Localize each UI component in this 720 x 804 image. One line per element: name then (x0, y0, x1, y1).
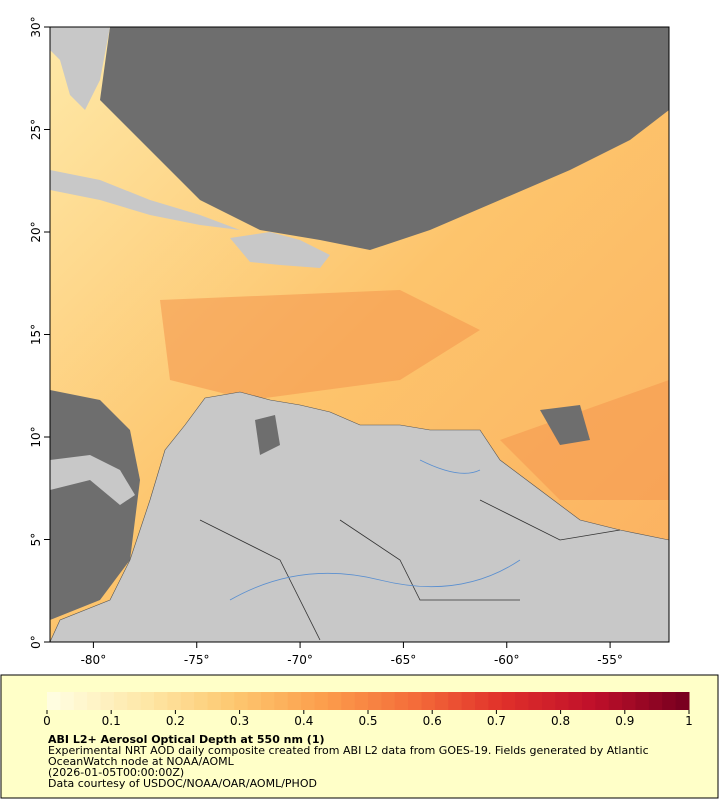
x-tick-label: -55° (597, 653, 623, 667)
colorbar-cell (368, 692, 382, 710)
colorbar-cell (194, 692, 208, 710)
colorbar-cell (501, 692, 516, 710)
y-tick-label: 30° (29, 16, 43, 37)
colorbar-cell (60, 692, 75, 710)
colorbar-tick-label: 0.2 (166, 714, 185, 728)
no-data (50, 390, 140, 620)
colorbar-cell (87, 692, 101, 710)
colorbar-cell (247, 692, 262, 710)
y-tick-label: 5° (29, 533, 43, 547)
colorbar-cell (73, 692, 88, 710)
land (230, 232, 330, 268)
colorbar-cell (113, 692, 128, 710)
colorbar-tick-label: 0.4 (294, 714, 313, 728)
colorbar-tick-label: 0.7 (487, 714, 506, 728)
colorbar-cell (274, 692, 289, 710)
colorbar-cell (287, 692, 302, 710)
colorbar-cell (47, 692, 61, 710)
land (50, 391, 669, 642)
colorbar-tick-label: 0.8 (551, 714, 570, 728)
colorbar-cell (515, 692, 529, 710)
x-tick-label: -75° (184, 653, 210, 667)
colorbar-tick-label: 0.6 (423, 714, 442, 728)
colorbar-cell (434, 692, 449, 710)
colorbar-tick-label: 0.5 (358, 714, 377, 728)
colorbar-cell (167, 692, 182, 710)
caption-line: Experimental NRT AOD daily composite cre… (48, 744, 649, 757)
colorbar-cell (541, 692, 556, 710)
colorbar-cell (421, 692, 436, 710)
x-tick-label: -65° (391, 653, 417, 667)
y-tick-label: 0° (29, 635, 43, 649)
caption-line: OceanWatch node at NOAA/AOML (48, 755, 235, 768)
colorbar-tick-label: 0.1 (102, 714, 121, 728)
land (50, 455, 135, 505)
colorbar-cell (488, 692, 503, 710)
colorbar-cell (100, 692, 115, 710)
colorbar-cell (314, 692, 329, 710)
caption-title: ABI L2+ Aerosol Optical Depth at 550 nm … (48, 733, 325, 746)
river (229, 459, 521, 601)
colorbar-cell (461, 692, 476, 710)
border (199, 499, 621, 641)
no-data (540, 405, 590, 445)
y-tick-label: 10° (29, 426, 43, 447)
colorbar-cell (207, 692, 222, 710)
colorbar-cell (140, 692, 155, 710)
map-area (50, 27, 669, 642)
colorbar-cell (568, 692, 583, 710)
colorbar-cell (475, 692, 489, 710)
y-tick-label: 15° (29, 324, 43, 345)
land (50, 170, 240, 230)
colorbar-cell (261, 692, 275, 710)
colorbar-cell (675, 692, 690, 710)
y-tick-label: 25° (29, 119, 43, 140)
lake (255, 415, 280, 455)
x-tick-label: -70° (287, 653, 313, 667)
caption-line: Data courtesy of USDOC/NOAA/OAR/AOML/PHO… (48, 777, 317, 790)
colorbar-cell (608, 692, 623, 710)
colorbar-cell (381, 692, 396, 710)
colorbar-cell (648, 692, 663, 710)
colorbar-cell (301, 692, 315, 710)
colorbar-cell (394, 692, 409, 710)
x-tick-label: -60° (494, 653, 520, 667)
colorbar-cell (555, 692, 570, 710)
colorbar-cell (127, 692, 142, 710)
colorbar-cell (528, 692, 543, 710)
colorbar-tick-label: 0.3 (230, 714, 249, 728)
land (50, 27, 110, 110)
no-data (100, 27, 669, 250)
colorbar-cell (662, 692, 677, 710)
colorbar-tick-label: 0.9 (615, 714, 634, 728)
colorbar-cell (582, 692, 596, 710)
colorbar-tick-label: 0 (43, 714, 51, 728)
colorbar-cell (341, 692, 356, 710)
x-tick-label: -80° (81, 653, 107, 667)
colorbar-cell (154, 692, 168, 710)
colorbar-cell (327, 692, 342, 710)
colorbar-cell (220, 692, 235, 710)
colorbar-cell (234, 692, 249, 710)
colorbar-cell (180, 692, 195, 710)
caption-line: (2026-01-05T00:00:00Z) (48, 766, 184, 779)
colorbar-tick-label: 1 (685, 714, 693, 728)
colorbar-cell (635, 692, 650, 710)
aerosol-high (160, 290, 669, 500)
colorbar-cell (595, 692, 610, 710)
y-tick-label: 20° (29, 221, 43, 242)
colorbar-cell (448, 692, 463, 710)
colorbar-cell (354, 692, 369, 710)
colorbar-cell (622, 692, 636, 710)
colorbar-cell (408, 692, 422, 710)
